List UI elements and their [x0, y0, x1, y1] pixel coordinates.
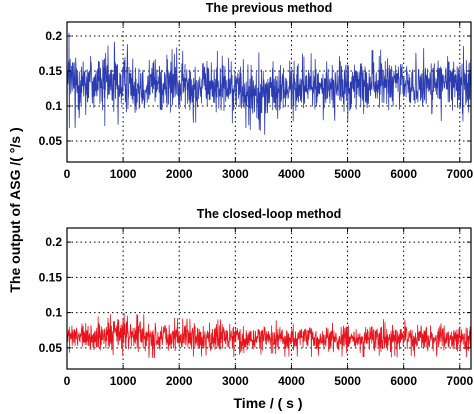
x-tick-label: 1000 — [110, 167, 137, 181]
signal-series — [66, 32, 472, 135]
x-tick-label: 5000 — [334, 374, 361, 388]
chart-panel-bottom: The closed-loop method 0 1000 2000 3000 4000 5… — [39, 207, 474, 388]
chart-title: The closed-loop method — [197, 207, 341, 221]
x-tick-label: 2000 — [166, 167, 193, 181]
x-tick-label: 0 — [64, 374, 71, 388]
y-tick-label: 0.05 — [39, 341, 63, 355]
x-tick-label: 6000 — [390, 167, 417, 181]
signal-series — [66, 313, 472, 359]
x-tick-label: 1000 — [110, 374, 137, 388]
plot-frame — [66, 21, 472, 163]
y-tick-label: 0.1 — [45, 99, 62, 113]
x-axis-label: Time / ( s ) — [234, 395, 303, 411]
y-tick-label: 0.15 — [39, 64, 63, 78]
x-tick-label: 3000 — [222, 167, 249, 181]
x-tick-label: 2000 — [166, 374, 193, 388]
y-tick-label: 0.2 — [45, 235, 62, 249]
x-tick-label: 6000 — [390, 374, 417, 388]
plot-frame — [66, 227, 472, 370]
y-tick-label: 0.2 — [45, 29, 62, 43]
x-tick-label: 0 — [64, 167, 71, 181]
y-tick-label: 0.05 — [39, 134, 63, 148]
chart-panel-top: The previous method 0 1000 2000 3000 4000 5000… — [39, 1, 474, 181]
x-tick-label: 4000 — [278, 167, 305, 181]
y-tick-label: 0.15 — [39, 270, 63, 284]
y-tick-label: 0.1 — [45, 306, 62, 320]
x-tick-label: 3000 — [222, 374, 249, 388]
x-tick-label: 7000 — [446, 167, 473, 181]
x-tick-label: 4000 — [278, 374, 305, 388]
x-tick-label: 7000 — [446, 374, 473, 388]
y-axis-label: The output of ASG /( °/s ) — [7, 127, 23, 292]
x-tick-label: 5000 — [334, 167, 361, 181]
chart-title: The previous method — [206, 1, 332, 15]
